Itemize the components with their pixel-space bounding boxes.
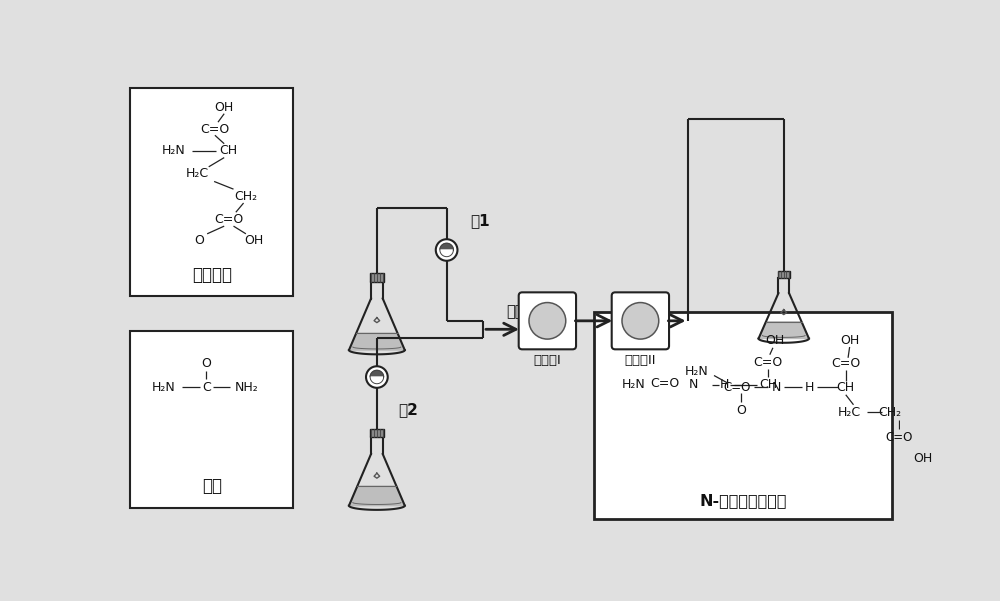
Text: 反应器I: 反应器I xyxy=(534,355,561,367)
FancyBboxPatch shape xyxy=(612,292,669,349)
Text: CH₂: CH₂ xyxy=(234,189,257,203)
Text: H₂N: H₂N xyxy=(162,144,186,157)
Text: CH: CH xyxy=(219,144,237,157)
Text: OH: OH xyxy=(215,101,234,114)
Polygon shape xyxy=(349,486,405,505)
Bar xyxy=(370,429,384,437)
Text: O: O xyxy=(736,404,746,416)
Circle shape xyxy=(366,366,388,388)
Polygon shape xyxy=(370,370,384,377)
Text: H₂N: H₂N xyxy=(685,365,709,378)
Text: 泵1: 泵1 xyxy=(470,213,490,228)
Text: O: O xyxy=(201,358,211,370)
Text: N: N xyxy=(771,380,781,394)
Bar xyxy=(130,88,293,296)
Circle shape xyxy=(436,239,457,261)
Polygon shape xyxy=(440,243,453,250)
Text: C=O: C=O xyxy=(754,356,783,369)
Text: C=O: C=O xyxy=(831,358,860,370)
Bar xyxy=(778,271,790,278)
Text: OH: OH xyxy=(913,452,932,465)
Text: H₂N: H₂N xyxy=(152,380,176,394)
Text: 谷氨酸钠: 谷氨酸钠 xyxy=(192,266,232,284)
Text: C=O: C=O xyxy=(214,213,243,226)
Polygon shape xyxy=(349,333,405,350)
Text: N-氨基甲酰谷氨酸: N-氨基甲酰谷氨酸 xyxy=(699,493,787,508)
Text: CH: CH xyxy=(837,380,855,394)
Text: H₂N: H₂N xyxy=(622,378,645,391)
FancyBboxPatch shape xyxy=(519,292,576,349)
Text: N: N xyxy=(688,378,698,391)
Text: H: H xyxy=(805,380,814,394)
Text: OH: OH xyxy=(765,334,784,347)
Polygon shape xyxy=(370,377,384,383)
Text: CH: CH xyxy=(759,378,777,391)
Text: CH₂: CH₂ xyxy=(878,406,901,419)
Polygon shape xyxy=(759,322,809,338)
Ellipse shape xyxy=(622,302,659,339)
Text: NH₂: NH₂ xyxy=(235,380,259,394)
Text: 泵2: 泵2 xyxy=(399,402,418,417)
Text: C=O: C=O xyxy=(650,377,679,389)
Text: H: H xyxy=(719,378,729,391)
Text: H₂C: H₂C xyxy=(838,406,861,419)
Text: C: C xyxy=(202,380,211,394)
Text: C=O: C=O xyxy=(886,430,913,444)
Text: 混合物: 混合物 xyxy=(506,304,533,319)
Text: C=O: C=O xyxy=(200,123,230,136)
Text: OH: OH xyxy=(840,334,859,347)
Polygon shape xyxy=(440,250,453,257)
Bar xyxy=(370,273,384,281)
Ellipse shape xyxy=(529,302,566,339)
Bar xyxy=(130,331,293,508)
Text: OH: OH xyxy=(244,234,263,247)
Bar xyxy=(594,311,892,519)
Text: C=O: C=O xyxy=(724,380,751,394)
Text: 尿素: 尿素 xyxy=(202,477,222,495)
Text: 反应器II: 反应器II xyxy=(625,355,656,367)
Text: O: O xyxy=(194,234,204,247)
Text: H₂C: H₂C xyxy=(186,167,209,180)
